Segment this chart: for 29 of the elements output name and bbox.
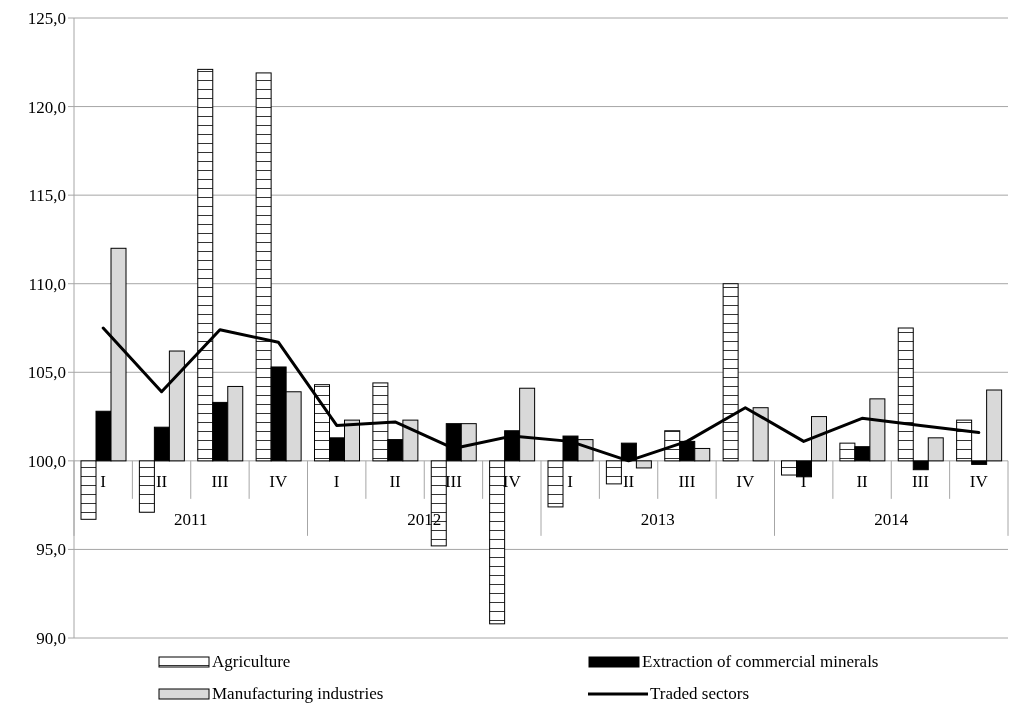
x-tick-label: III <box>211 471 229 491</box>
x-tick-label: III <box>678 471 696 491</box>
x-tick-label: I <box>800 471 807 491</box>
x-tick-label: IV <box>736 471 755 491</box>
x-tick-label: IV <box>269 471 288 491</box>
y-tick-label: 115,0 <box>28 186 66 206</box>
y-tick-label: 110,0 <box>28 274 66 294</box>
x-tick-label: I <box>333 471 340 491</box>
x-tick-label: I <box>567 471 574 491</box>
legend-label: Traded sectors <box>650 684 749 704</box>
x-tick-label: III <box>911 471 930 491</box>
y-tick-label: 120,0 <box>27 97 66 117</box>
legend-label: Agriculture <box>212 652 291 672</box>
x-tick-label: II <box>856 471 869 491</box>
annotation: 2011 <box>174 509 208 529</box>
x-tick-label: II <box>389 471 402 491</box>
y-tick-label: 100,0 <box>27 451 66 471</box>
annotation: 2014 <box>874 509 909 529</box>
y-tick-label: 105,0 <box>27 363 66 383</box>
y-tick-label: 90,0 <box>36 629 66 649</box>
y-tick-label: 125,0 <box>27 9 66 29</box>
x-tick-label: II <box>622 471 635 491</box>
annotation: 2013 <box>640 509 675 529</box>
legend-label: Extraction of commercial minerals <box>642 652 879 672</box>
x-tick-label: I <box>100 471 107 491</box>
x-tick-label: II <box>155 471 168 491</box>
y-tick-label: 95,0 <box>36 540 66 560</box>
x-tick-label: IV <box>969 471 989 491</box>
legend-label: Manufacturing industries <box>212 684 384 704</box>
